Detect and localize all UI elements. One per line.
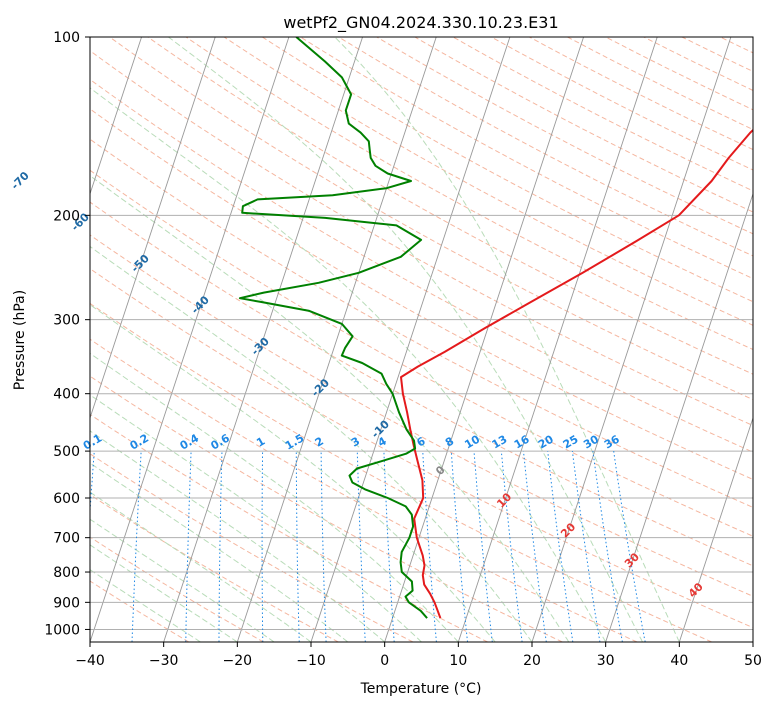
x-tick-label: −20	[223, 653, 253, 669]
isotherm-line	[90, 37, 216, 420]
dry-adiabat-line	[90, 494, 339, 642]
dry-adiabat-line	[90, 169, 753, 537]
x-tick-label: −30	[149, 653, 179, 669]
mixing-ratio-line	[450, 451, 468, 642]
dry-adiabat-line	[262, 37, 753, 303]
x-tick-label: 20	[523, 653, 541, 669]
isotherm-line	[457, 37, 658, 642]
dry-adiabat-line	[90, 78, 753, 453]
x-tick-label: 40	[670, 653, 688, 669]
x-axis-label: Temperature (°C)	[360, 681, 482, 697]
mixing-ratio-line	[571, 451, 601, 642]
temperature-profile-line	[400, 128, 753, 619]
x-tick-label: 30	[597, 653, 615, 669]
isotherm-line	[236, 37, 437, 642]
dry-adiabat-line	[223, 37, 753, 326]
mixing-ratio-line	[523, 451, 547, 642]
background-lines	[0, 37, 775, 642]
dry-adiabat-line	[90, 302, 712, 642]
isotherm-line	[310, 37, 511, 642]
x-tick-label: −10	[296, 653, 326, 669]
moist-adiabat-line	[90, 245, 533, 642]
dry-adiabat-line	[376, 37, 753, 235]
y-tick-label: 300	[53, 313, 80, 329]
moist-adiabat-line	[90, 430, 386, 642]
moist-adiabat-line	[90, 175, 570, 642]
y-tick-label: 400	[53, 387, 80, 403]
x-tick-label: 0	[380, 653, 389, 669]
y-tick-label: 200	[53, 208, 80, 224]
moist-adiabat-line	[90, 569, 201, 642]
dry-adiabat-line	[90, 268, 753, 629]
isotherm-line	[752, 640, 753, 642]
mixing-ratio-line	[547, 451, 574, 642]
dry-adiabat-line	[90, 536, 264, 642]
moist-adiabat-line	[90, 544, 238, 642]
isotherm-line	[531, 37, 732, 642]
x-tick-label: 10	[449, 653, 467, 669]
y-tick-label: 900	[53, 595, 80, 611]
mixing-ratio-line	[473, 451, 493, 642]
y-tick-label: 100	[53, 30, 80, 46]
dry-adiabat-line	[758, 37, 775, 642]
y-tick-label: 700	[53, 531, 80, 547]
dewpoint-profile-line	[238, 37, 428, 619]
mixing-ratio-line	[592, 451, 623, 642]
isotherm-label: -70	[9, 169, 32, 192]
isotherm-line	[678, 416, 753, 642]
isotherm-line	[90, 37, 142, 196]
chart-title: wetPf2_GN04.2024.330.10.23.E31	[283, 13, 558, 33]
dry-adiabat-line	[185, 37, 753, 351]
isotherm-line	[163, 37, 363, 642]
axes: −40 −30 −20 −10 0 10 20 30 40 50 100 200 300 400 500 60…	[44, 30, 762, 669]
mixing-ratio-line	[422, 451, 437, 642]
dry-adiabat-line	[147, 37, 753, 375]
dry-adiabat-line	[529, 37, 753, 151]
moist-adiabat-line	[334, 37, 680, 642]
y-tick-label: 800	[53, 565, 80, 581]
dry-adiabat-line	[414, 37, 753, 213]
isotherm-line	[605, 192, 753, 642]
dry-adiabat-line	[90, 234, 753, 597]
moist-adiabat-line	[90, 304, 496, 642]
mixing-ratio-line	[500, 451, 523, 642]
isotherm-line	[90, 37, 290, 642]
y-tick-label: 1000	[44, 622, 80, 638]
dry-adiabat-line	[109, 37, 753, 401]
x-tick-label: −40	[75, 653, 105, 669]
plot-frame	[89, 36, 754, 643]
moist-adiabat-line	[90, 518, 275, 642]
moist-adiabat-line	[90, 352, 459, 642]
moist-adiabat-line	[168, 37, 643, 642]
moist-adiabat-line	[90, 87, 607, 642]
y-axis-label: Pressure (hPa)	[12, 290, 28, 390]
y-tick-label: 600	[53, 491, 80, 507]
dry-adiabat-line	[90, 453, 414, 642]
x-tick-label: 50	[744, 653, 762, 669]
moist-adiabat-line	[90, 462, 349, 642]
dry-adiabat-line	[90, 201, 753, 567]
y-tick-label: 500	[53, 444, 80, 460]
sounding-profiles	[238, 37, 753, 619]
isotherm-line	[0, 37, 68, 642]
